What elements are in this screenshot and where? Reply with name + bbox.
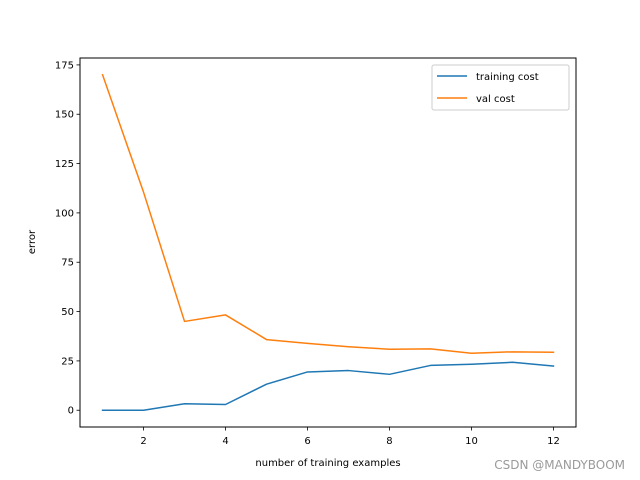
x-tick-label: 8 <box>386 436 392 447</box>
x-axis-ticks: 2 4 6 8 10 12 <box>140 427 560 447</box>
series-lines <box>101 73 555 411</box>
y-tick-label: 75 <box>61 258 74 269</box>
plot-background <box>80 58 576 427</box>
legend: training cost val cost <box>431 64 570 111</box>
watermark-text: CSDN @MANDYBOOM <box>494 458 625 472</box>
y-tick-label: 50 <box>61 307 74 318</box>
x-tick-label: 10 <box>465 436 478 447</box>
y-axis-ticks: 0 25 50 75 100 125 150 175 <box>55 60 80 417</box>
y-tick-label: 175 <box>55 60 74 71</box>
y-tick-label: 125 <box>55 159 74 170</box>
y-tick-label: 100 <box>55 208 74 219</box>
legend-label-val-cost: val cost <box>476 94 515 105</box>
x-axis-label: number of training examples <box>255 458 400 469</box>
y-tick-label: 150 <box>55 110 74 121</box>
plot-frame <box>79 57 577 428</box>
x-tick-label: 6 <box>304 436 310 447</box>
x-tick-label: 2 <box>140 436 146 447</box>
x-tick-label: 4 <box>222 436 228 447</box>
y-tick-label: 0 <box>68 406 74 417</box>
series-line-val-cost <box>101 73 555 354</box>
legend-label-training-cost: training cost <box>476 72 539 83</box>
x-tick-label: 12 <box>547 436 560 447</box>
y-tick-label: 25 <box>61 356 74 367</box>
y-axis-label: error <box>27 229 38 254</box>
series-line-training-cost <box>101 361 555 411</box>
